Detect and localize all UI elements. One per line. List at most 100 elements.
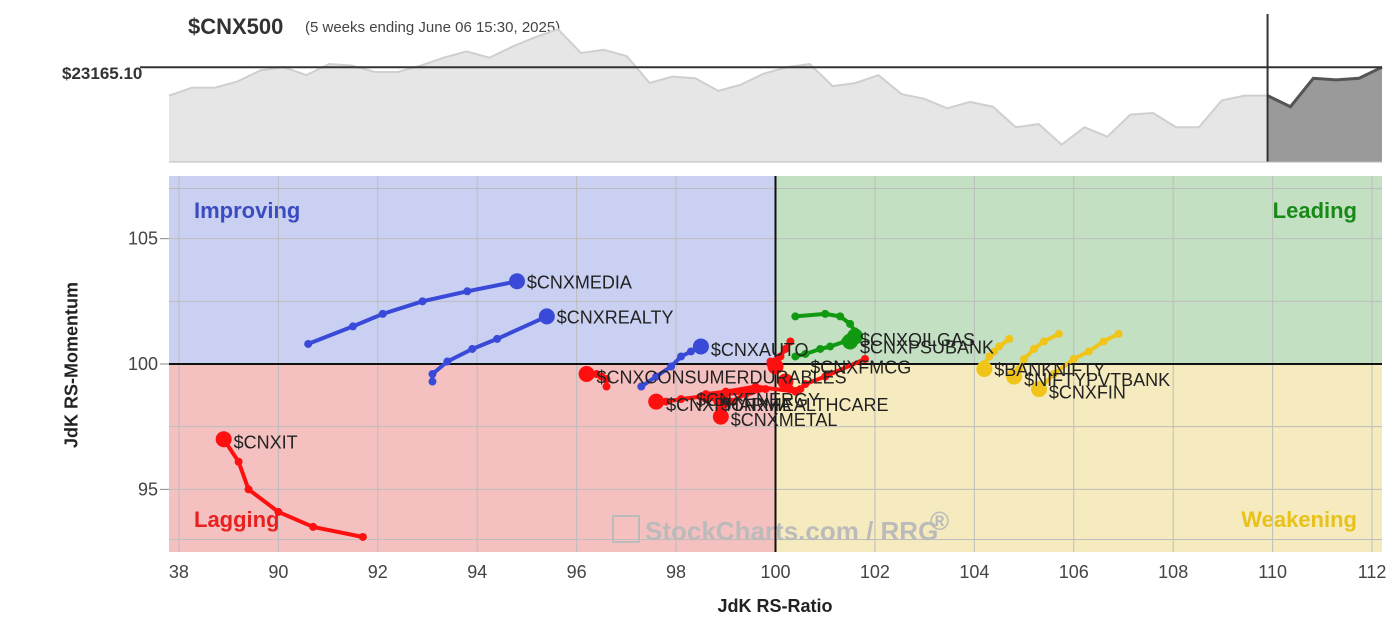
x-tick-label: 110: [1258, 562, 1287, 582]
watermark-icon: [612, 515, 640, 543]
trail-point: [686, 347, 695, 356]
trail-point: [348, 322, 357, 331]
trail-point: [1099, 337, 1108, 346]
trail-point: [1020, 354, 1029, 363]
series-label-niftypvtbank: $NIFTYPVTBANK: [1024, 370, 1170, 390]
x-tick-label: 106: [1059, 562, 1089, 582]
trail-point: [428, 370, 437, 379]
head-point-cnxrealty: [538, 308, 555, 325]
trail-point: [781, 344, 790, 353]
trail-point: [826, 342, 835, 351]
trail-point: [378, 309, 387, 318]
price-line-history: [168, 28, 1268, 146]
head-point-niftypvtbank: [1006, 368, 1023, 385]
quadrant-lagging: [169, 364, 776, 552]
y-tick-label: 105: [128, 229, 158, 249]
trail-point: [304, 339, 313, 348]
trail-point: [358, 532, 367, 541]
trail-point: [637, 382, 646, 391]
series-label-cnxenergy: $CNXENERGY: [696, 390, 820, 410]
price-area-window: [1267, 67, 1382, 162]
price-line-window: [1266, 65, 1383, 109]
head-point-cnxenergy: [767, 358, 784, 375]
trail-point: [468, 344, 477, 353]
series-label-cnxhealthcare: $CNXHEALTHCARE: [721, 395, 889, 415]
trails: [215, 273, 1123, 541]
trail-point: [801, 380, 810, 389]
watermark-text: StockCharts.com / RRG: [645, 516, 938, 546]
trail-point: [1049, 370, 1058, 379]
trail-point: [677, 395, 686, 404]
watermark: StockCharts.com / RRG®: [612, 506, 949, 546]
x-tick-label: 104: [959, 562, 989, 582]
trail-point: [816, 344, 825, 353]
trail-point: [1039, 337, 1048, 346]
x-tick-label: 94: [467, 562, 487, 582]
head-point-cnxpharma: [648, 393, 665, 410]
trail-point: [995, 342, 1004, 351]
trail-point: [791, 312, 800, 321]
quadrant-weakening: [775, 364, 1382, 552]
trail-point: [234, 457, 243, 466]
head-point-cnxit: [215, 431, 232, 448]
series-label-cnxfmcg: $CNXFMCG: [810, 358, 911, 378]
trail-point: [463, 287, 472, 296]
head-point-cnxhealthcare: [712, 391, 729, 408]
trail-point: [652, 372, 661, 381]
trail-point: [791, 352, 800, 361]
trail-point: [985, 352, 994, 361]
trail-point: [1069, 354, 1078, 363]
price-area-history: [169, 29, 1268, 163]
watermark-registered: ®: [930, 506, 949, 536]
head-point-cnxconsumerdurables: [578, 366, 595, 383]
trail-point: [741, 390, 750, 399]
x-tick-label: 38: [169, 562, 189, 582]
y-tick-label: 95: [138, 479, 158, 499]
x-axis-label: JdK RS-Ratio: [717, 596, 833, 616]
head-point-cnxpsubank: [842, 333, 859, 350]
chart-subtitle: (5 weeks ending June 06 15:30, 2025): [305, 19, 561, 36]
trail-point: [602, 382, 611, 391]
trail-point: [801, 349, 810, 358]
trail-point: [677, 352, 686, 361]
trail-point: [860, 354, 869, 363]
trail-point: [1084, 347, 1093, 356]
head-point-cnxauto: [692, 338, 709, 355]
trail-point: [418, 297, 427, 306]
price-panel: [140, 14, 1383, 163]
series-label-cnxconsumerdurables: $CNXCONSUMERDURABLES: [597, 368, 847, 388]
x-tick-label: 102: [860, 562, 890, 582]
series-label-cnxauto: $CNXAUTO: [711, 340, 809, 360]
trail-point: [821, 309, 830, 318]
series-label-cnxrealty: $CNXREALTY: [557, 307, 674, 327]
trail-point: [662, 397, 671, 406]
quadrant-label-improving: Improving: [194, 198, 300, 223]
trail-point: [1005, 334, 1014, 343]
trail-point: [1114, 329, 1123, 338]
trail-point: [701, 395, 710, 404]
x-tick-label: 108: [1158, 562, 1188, 582]
trail-point: [990, 347, 999, 356]
trail-point: [846, 319, 855, 328]
head-point-cnxmetal: [712, 408, 729, 425]
quadrant-label-leading: Leading: [1273, 198, 1357, 223]
series-label-cnxpharma: $CNXPHARMA: [666, 395, 791, 415]
quadrant-improving: [169, 176, 776, 364]
x-tick-label: 112: [1358, 562, 1387, 582]
series-label-cnxmedia: $CNXMEDIA: [527, 272, 632, 292]
head-point-banknifty: [976, 361, 993, 378]
trail-point: [786, 337, 795, 346]
series-label-cnxpsubank: $CNXPSUBANK: [860, 337, 994, 357]
x-tick-label: 90: [268, 562, 288, 582]
trail-cnxit: [221, 437, 365, 539]
x-tick-label: 98: [666, 562, 686, 582]
trail-point: [1030, 344, 1039, 353]
trail-point: [776, 352, 785, 361]
quadrant-leading: [775, 176, 1382, 364]
trail-point: [836, 312, 845, 321]
series-labels: $CNXMEDIA $CNXREALTY $CNXAUTO $CNXIT $CNXCON…: [234, 272, 1170, 452]
series-label-cnxfin: $CNXFIN: [1049, 383, 1126, 403]
quadrant-label-weakening: Weakening: [1241, 507, 1357, 532]
trail-point: [309, 522, 318, 531]
